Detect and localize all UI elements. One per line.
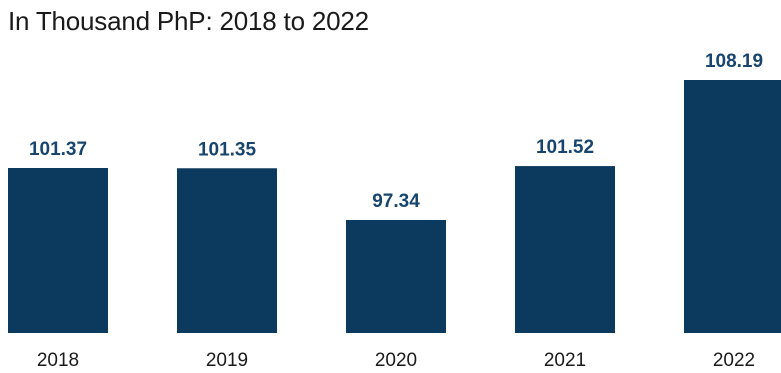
bar-2021: [515, 166, 615, 333]
bar-2022: [684, 80, 781, 333]
bar-2019: [177, 168, 277, 333]
x-tick-label-2022: 2022: [713, 350, 755, 371]
x-tick-label-2020: 2020: [375, 350, 417, 371]
bar-value-label-2018: 101.37: [29, 139, 87, 160]
x-axis-tick-labels: 2018 2019 2020 2021 2022: [37, 350, 755, 371]
bar-value-label-2022: 108.19: [705, 51, 763, 72]
chart-title: In Thousand PhP: 2018 to 2022: [8, 6, 369, 36]
bar-2020: [346, 220, 446, 333]
bars: [8, 80, 781, 333]
x-tick-label-2019: 2019: [206, 350, 248, 371]
x-tick-label-2018: 2018: [37, 350, 79, 371]
bar-2018: [8, 168, 108, 333]
bar-value-label-2021: 101.52: [536, 137, 594, 158]
bar-value-label-2020: 97.34: [372, 191, 420, 212]
bar-value-label-2019: 101.35: [198, 139, 257, 160]
x-tick-label-2021: 2021: [544, 350, 586, 371]
bar-value-labels: 101.37 101.35 97.34 101.52 108.19: [29, 51, 763, 212]
